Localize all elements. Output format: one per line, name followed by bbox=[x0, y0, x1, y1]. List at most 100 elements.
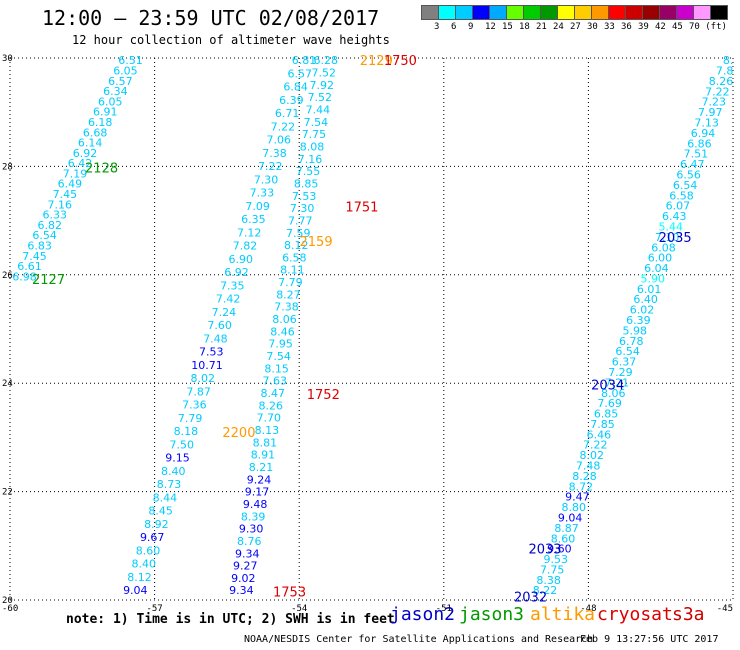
wave-height-value: 7.92 bbox=[310, 79, 335, 92]
wave-height-value: 7.13 bbox=[694, 117, 719, 130]
wave-height-value: 5.90 bbox=[641, 272, 666, 285]
wave-height-value: 6.58 bbox=[669, 189, 694, 202]
wave-height-value: 8.39 bbox=[241, 510, 266, 523]
generation-timestamp: Feb 9 13:27:56 UTC 2017 bbox=[580, 634, 719, 645]
satellite-legend-s3a: s3a bbox=[672, 604, 705, 625]
wave-height-value: 7.70 bbox=[257, 412, 282, 425]
wave-height-value: 6.84 bbox=[283, 81, 308, 94]
wave-height-value: 8.02 bbox=[191, 372, 216, 385]
wave-height-value: 6.85 bbox=[594, 408, 619, 421]
wave-height-value: 7.22 bbox=[258, 160, 283, 173]
pass-time-label: 2033 bbox=[528, 543, 561, 558]
wave-height-value: 8.87 bbox=[554, 522, 579, 535]
color-scale-label: 42 bbox=[655, 22, 666, 32]
wave-height-value: 8.08 bbox=[300, 140, 325, 153]
chart-title: 12:00 – 23:59 UTC 02/08/2017 bbox=[42, 6, 380, 30]
wave-height-value: 9.24 bbox=[247, 473, 272, 486]
satellite-legend-altika: altika bbox=[530, 604, 596, 625]
y-tick-label: 22 bbox=[2, 488, 13, 498]
pass-time-label: 1753 bbox=[273, 585, 306, 600]
wave-height-value: 6.49 bbox=[58, 178, 83, 191]
wave-height-value: 7.82 bbox=[233, 240, 258, 253]
wave-height-value: 7.69 bbox=[597, 397, 622, 410]
wave-height-value: 9.15 bbox=[165, 452, 190, 465]
wave-height-value: 6.39 bbox=[279, 94, 304, 107]
y-tick-label: 24 bbox=[2, 379, 13, 389]
y-tick-label: 20 bbox=[2, 596, 13, 606]
units-note: note: 1) Time is in UTC; 2) SWH is in fe… bbox=[66, 612, 395, 627]
pass-time-label: 1752 bbox=[307, 388, 340, 403]
wave-height-value: 6.94 bbox=[691, 127, 716, 140]
wave-height-value: 6.57 bbox=[288, 67, 313, 80]
wave-height-value: 8.21 bbox=[249, 461, 274, 474]
wave-height-value: 8.26 bbox=[709, 75, 734, 88]
wave-height-value: 6.39 bbox=[626, 314, 651, 327]
wave-height-value: 6.07 bbox=[666, 200, 691, 213]
y-tick-label: 28 bbox=[2, 162, 13, 172]
wave-height-value: 6.98 bbox=[12, 270, 37, 283]
credit-line: NOAA/NESDIS Center for Satellite Applica… bbox=[244, 634, 594, 645]
wave-height-value: 6.57 bbox=[108, 75, 133, 88]
wave-height-value: 7.87 bbox=[186, 385, 211, 398]
wave-height-value: 6.83 bbox=[27, 240, 52, 253]
chart-subtitle: 12 hour collection of altimeter wave hei… bbox=[72, 33, 390, 47]
wave-height-value: 8.02 bbox=[579, 449, 604, 462]
wave-height-value: 6.14 bbox=[78, 137, 103, 150]
x-tick-label: -51 bbox=[436, 604, 452, 614]
wave-height-value: 7.77 bbox=[288, 214, 313, 227]
x-tick-label: -60 bbox=[2, 604, 18, 614]
wave-height-value: 6.86 bbox=[687, 137, 712, 150]
color-scale-label: 33 bbox=[604, 22, 615, 32]
wave-height-value: 9.60 bbox=[547, 543, 572, 556]
wave-height-value: 8.76 bbox=[237, 535, 262, 548]
wave-height-value: 7.22 bbox=[705, 85, 730, 98]
wave-height-value: 6.37 bbox=[612, 356, 637, 369]
wave-height-value: 6.05 bbox=[113, 64, 138, 77]
wave-height-value: 7.79 bbox=[278, 276, 303, 289]
pass-time-label: 2035 bbox=[659, 231, 692, 246]
wave-height-value: 9.17 bbox=[245, 486, 270, 499]
wave-height-value: 7.54 bbox=[266, 350, 291, 363]
wave-height-value: 8.81 bbox=[253, 436, 278, 449]
wave-height-value: 7.54 bbox=[304, 116, 329, 129]
color-scale-label: 15 bbox=[502, 22, 513, 32]
wave-height-value: 10.71 bbox=[191, 359, 223, 372]
wave-height-value: 6.56 bbox=[676, 168, 701, 181]
wave-height-value: 7.16 bbox=[48, 198, 73, 211]
wave-height-value: 8.80 bbox=[562, 501, 587, 514]
wave-height-value: 7.16 bbox=[298, 153, 323, 166]
wave-height-value: 8.26 bbox=[259, 399, 284, 412]
wave-height-value: 6.35 bbox=[241, 213, 266, 226]
wave-height-value: 8.12 bbox=[127, 571, 152, 584]
wave-height-value: 6.78 bbox=[619, 335, 644, 348]
wave-height-value: 8.47 bbox=[260, 387, 285, 400]
wave-height-value: 7.19 bbox=[63, 167, 88, 180]
pass-time-label: 2034 bbox=[591, 378, 624, 393]
wave-height-value: 7.44 bbox=[306, 103, 331, 116]
wave-height-value: 7.48 bbox=[203, 332, 228, 345]
wave-height-value: 7.45 bbox=[22, 250, 47, 263]
wave-height-value: 6.54 bbox=[673, 179, 698, 192]
y-tick-label: 30 bbox=[2, 54, 13, 64]
wave-height-value: 9.34 bbox=[235, 547, 260, 560]
wave-height-value: 7.55 bbox=[296, 165, 321, 178]
wave-height-value: 6.08 bbox=[651, 241, 676, 254]
wave-height-value: 7.52 bbox=[308, 91, 333, 104]
wave-height-value: 8.72 bbox=[569, 480, 594, 493]
wave-height-value: 6.42 bbox=[68, 157, 93, 170]
pass-time-label: 2032 bbox=[514, 591, 547, 606]
wave-height-value: 6.18 bbox=[88, 116, 113, 129]
wave-height-value: 6.54 bbox=[32, 229, 57, 242]
wave-height-value: 8.22 bbox=[533, 584, 558, 597]
wave-height-value: 6.28 bbox=[313, 54, 338, 67]
wave-height-value: 7.48 bbox=[576, 460, 601, 473]
wave-height-value: 6.01 bbox=[637, 283, 662, 296]
wave-height-value: 6.05 bbox=[98, 95, 123, 108]
wave-height-value: 6.47 bbox=[680, 158, 705, 171]
wave-height-value: 7.23 bbox=[702, 96, 727, 109]
wave-height-value: 6.43 bbox=[662, 210, 687, 223]
wave-height-value: 7.38 bbox=[274, 301, 299, 314]
wave-height-value: 9.47 bbox=[565, 491, 590, 504]
satellite-legend-cryosat: cryosat bbox=[597, 604, 673, 625]
